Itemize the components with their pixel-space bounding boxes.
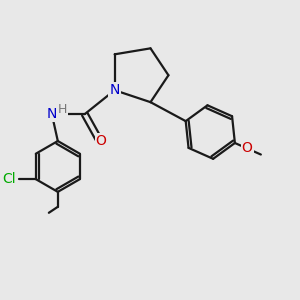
Text: N: N: [46, 107, 57, 121]
Text: N: N: [110, 83, 120, 97]
Text: Cl: Cl: [3, 172, 16, 186]
Text: H: H: [58, 103, 67, 116]
Text: O: O: [242, 142, 253, 155]
Text: O: O: [96, 134, 106, 148]
